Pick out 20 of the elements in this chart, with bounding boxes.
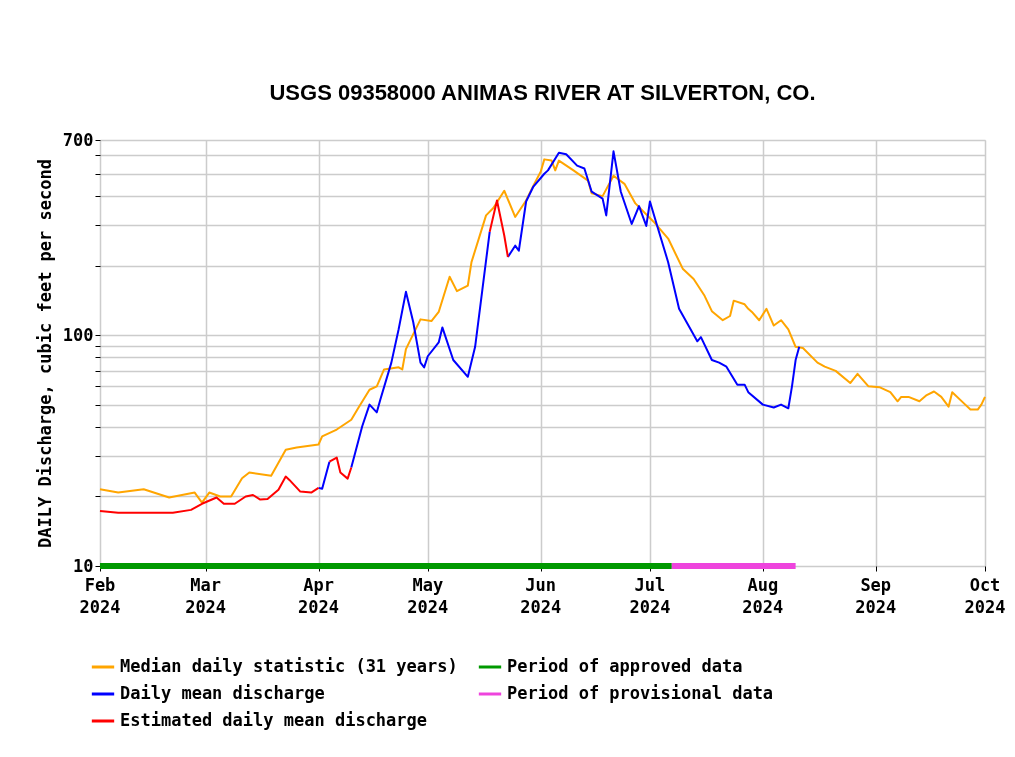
x-tick-label: May 2024 — [407, 575, 449, 617]
x-tick-label: Oct 2024 — [964, 575, 1006, 617]
y-tick-label: 100 — [62, 324, 94, 345]
legend-label: Period of provisional data — [507, 683, 774, 703]
legend-label: Period of approved data — [507, 656, 743, 676]
chart-title: USGS 09358000 ANIMAS RIVER AT SILVERTON, CO. — [269, 80, 816, 105]
x-tick-label: Apr 2024 — [298, 575, 339, 617]
x-tick-label: Sep 2024 — [855, 575, 897, 617]
legend-label: Daily mean discharge — [120, 683, 325, 703]
x-tick-label: Aug 2024 — [742, 575, 784, 617]
y-tick-label: 10 — [73, 555, 94, 576]
x-tick-label: Mar 2024 — [185, 575, 227, 617]
y-axis-title: DAILY Discharge, cubic feet per second — [34, 159, 55, 548]
line-series — [99, 158, 986, 504]
x-tick-label: Feb 2024 — [79, 575, 121, 617]
x-tick-label: Jul 2024 — [629, 575, 671, 617]
y-tick-label: 700 — [62, 129, 94, 150]
legend-label: Estimated daily mean discharge — [120, 710, 428, 730]
x-tick-label: Jun 2024 — [520, 575, 562, 617]
legend-label: Median daily statistic (31 years) — [120, 656, 458, 676]
